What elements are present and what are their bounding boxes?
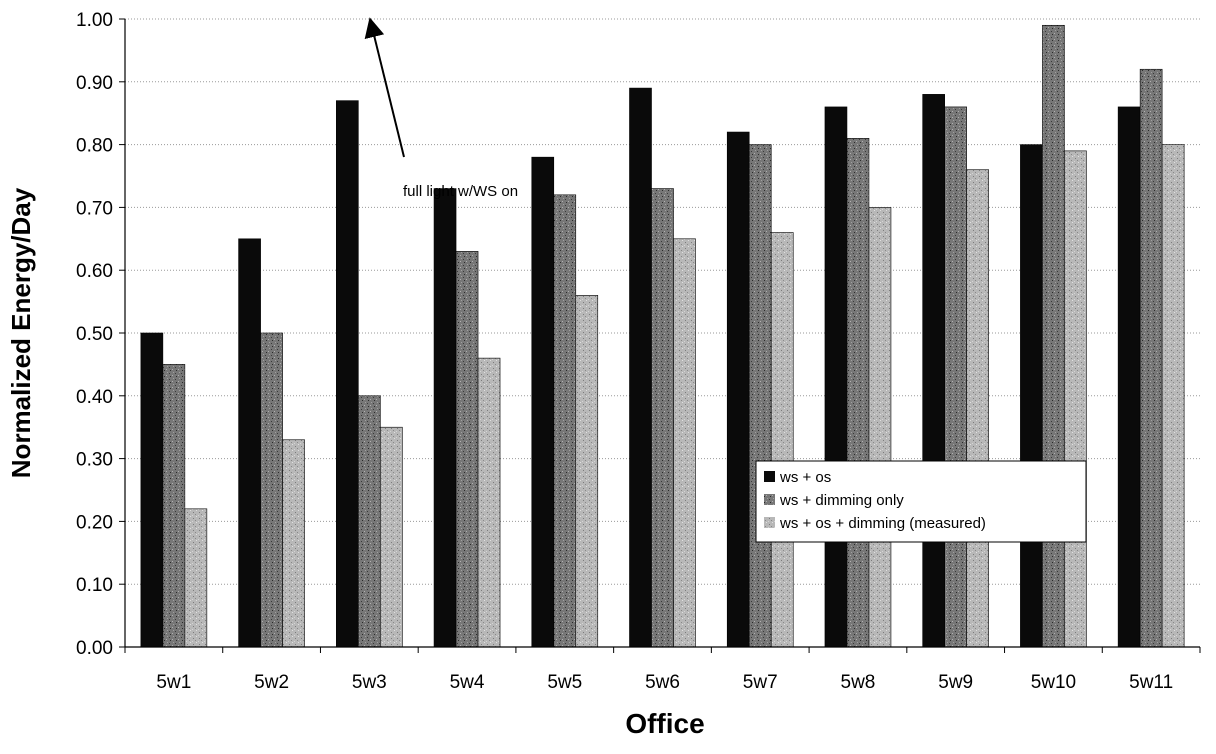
y-tick-labels: 0.00 0.10 0.20 0.30 0.40 0.50 0.60 0.70 0.80 0.90… <box>76 10 125 659</box>
y-tick-label: 0.10 <box>76 575 113 596</box>
legend-label-ws-os: ws + os <box>779 469 831 486</box>
bar-5w8-series-2 <box>846 138 870 648</box>
legend-swatch-ws-os-dimming <box>764 517 775 528</box>
legend-swatch-ws-dimming <box>764 494 775 505</box>
legend-swatch-ws-os <box>764 471 775 482</box>
bar-5w3-series-1 <box>336 100 359 648</box>
y-tick-label: 0.20 <box>76 512 113 533</box>
bar-5w11-series-1 <box>1117 106 1141 648</box>
bar-5w3-series-3 <box>380 426 403 648</box>
bar-5w1-series-2 <box>162 364 186 648</box>
y-tick-label: 0.70 <box>76 198 113 219</box>
x-tick-label: 5w8 <box>841 672 876 693</box>
x-tick-labels: 5w1 5w2 5w3 5w4 5w5 5w6 5w7 5w8 5w9 5w10 5w11 <box>124 647 1201 693</box>
bar-5w6-series-2 <box>651 188 674 648</box>
y-tick-label: 0.00 <box>76 638 113 659</box>
bar-5w1-series-3 <box>184 508 208 648</box>
y-tick-label: 0.90 <box>76 73 113 94</box>
bar-5w9-series-2 <box>944 106 967 648</box>
y-tick-label: 0.40 <box>76 387 113 408</box>
bar-5w11-series-3 <box>1161 144 1185 648</box>
bar-5w5-series-3 <box>575 295 599 648</box>
bar-5w5-series-2 <box>553 194 577 648</box>
y-axis-title: Normalized Energy/Day <box>6 187 36 478</box>
x-tick-label: 5w6 <box>645 672 680 693</box>
annotation: full light w/WS on <box>364 17 518 200</box>
bar-5w7-series-1 <box>726 131 750 648</box>
bar-5w9-series-3 <box>966 169 989 648</box>
legend-label-ws-dimming: ws + dimming only <box>779 492 904 509</box>
bar-5w3-series-2 <box>358 395 381 648</box>
x-tick-label: 5w11 <box>1129 672 1173 693</box>
x-tick-label: 5w10 <box>1031 672 1076 693</box>
bar-5w5-series-1 <box>531 156 555 648</box>
bar-5w10-series-2 <box>1042 24 1065 648</box>
bar-5w10-series-1 <box>1020 144 1043 648</box>
bar-5w10-series-3 <box>1064 150 1087 648</box>
x-tick-label: 5w7 <box>743 672 778 693</box>
bar-5w4-series-2 <box>455 251 479 648</box>
bar-5w7-series-3 <box>770 232 794 648</box>
bar-5w6-series-1 <box>629 87 652 648</box>
legend-box <box>755 460 1087 543</box>
bar-5w8-series-1 <box>824 106 848 648</box>
bar-5w4-series-1 <box>433 188 457 648</box>
x-tick-label: 5w2 <box>254 672 289 693</box>
bar-5w8-series-3 <box>868 207 892 648</box>
x-tick-label: 5w5 <box>547 672 582 693</box>
x-tick-label: 5w9 <box>938 672 973 693</box>
y-tick-label: 1.00 <box>76 10 113 31</box>
bar-5w2-series-1 <box>238 238 261 648</box>
legend-label-ws-os-dimming: ws + os + dimming (measured) <box>779 515 986 532</box>
bar-5w4-series-3 <box>477 357 501 648</box>
bar-5w11-series-2 <box>1139 68 1163 648</box>
y-tick-label: 0.80 <box>76 136 113 157</box>
bar-5w2-series-3 <box>282 439 305 648</box>
x-tick-label: 5w1 <box>156 672 191 693</box>
y-tick-label: 0.30 <box>76 450 113 471</box>
y-tick-label: 0.60 <box>76 261 113 282</box>
x-tick-label: 5w3 <box>352 672 387 693</box>
annotation-arrow <box>364 17 405 158</box>
bar-5w2-series-2 <box>260 332 283 648</box>
bar-5w9-series-1 <box>922 94 945 648</box>
bar-5w7-series-2 <box>748 144 772 648</box>
y-tick-label: 0.50 <box>76 324 113 345</box>
x-axis-title: Office <box>625 708 704 739</box>
bar-5w1-series-1 <box>140 332 164 648</box>
x-tick-label: 5w4 <box>450 672 485 693</box>
legend: ws + os ws + dimming only ws + os + dimm… <box>755 460 1087 543</box>
bars <box>140 24 1185 648</box>
bar-5w6-series-3 <box>673 238 696 648</box>
annotation-text: full light w/WS on <box>403 183 518 200</box>
